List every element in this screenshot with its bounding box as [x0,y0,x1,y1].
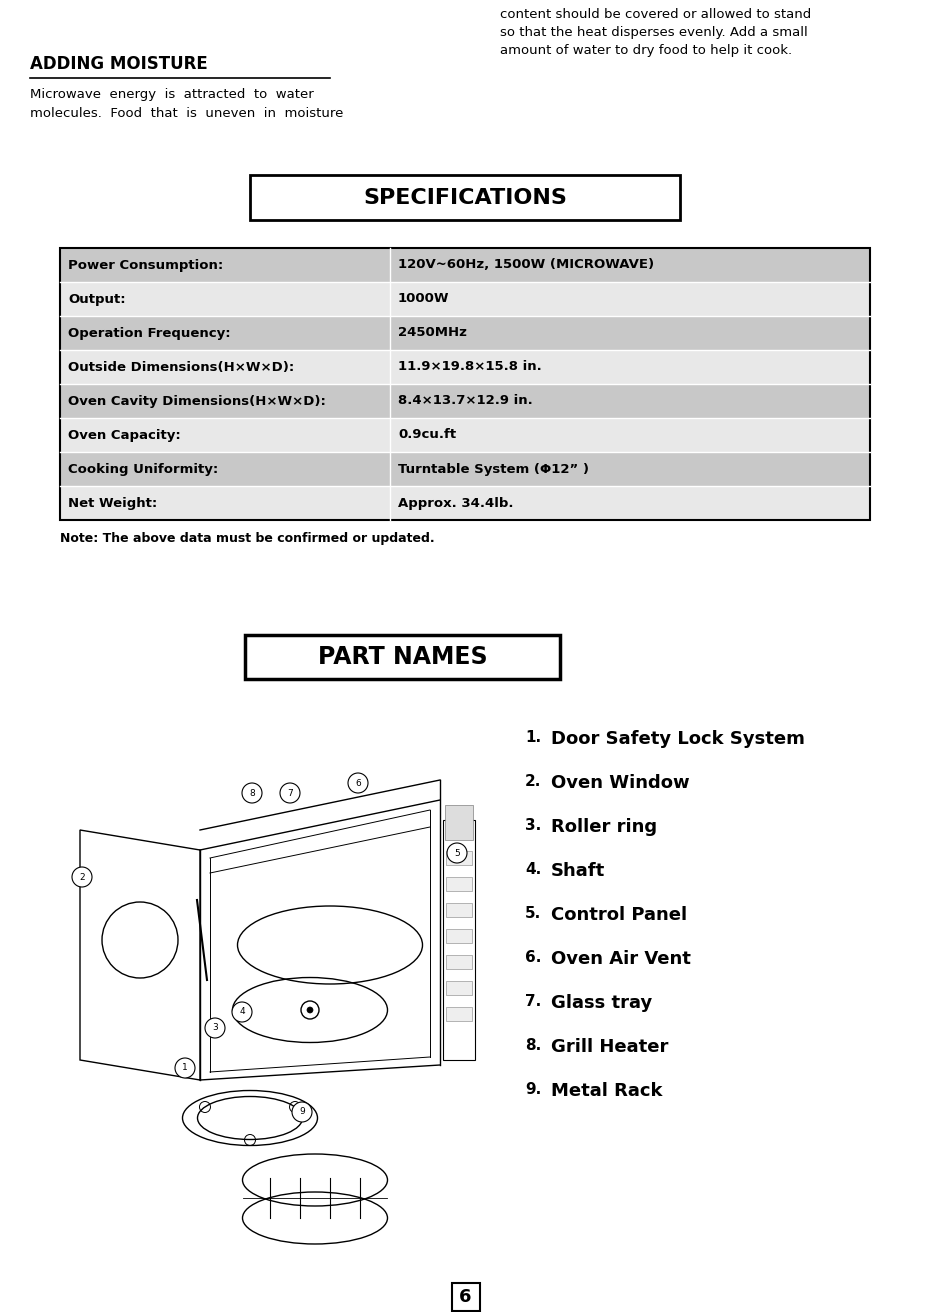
Text: Cooking Uniformity:: Cooking Uniformity: [68,463,218,475]
Text: 1: 1 [182,1064,188,1072]
Text: Turntable System (Φ12” ): Turntable System (Φ12” ) [398,463,589,475]
Text: 2450MHz: 2450MHz [398,327,466,340]
Bar [446,876,472,891]
Bar [390,384,870,419]
Text: 7: 7 [287,789,293,798]
Text: 2: 2 [79,872,85,882]
Text: Operation Frequency:: Operation Frequency: [68,327,231,340]
Bar [60,384,390,419]
Bar [390,485,870,520]
Text: 5: 5 [454,849,460,858]
Text: 8.4×13.7×12.9 in.: 8.4×13.7×12.9 in. [398,395,533,408]
Text: Glass tray: Glass tray [551,994,653,1012]
Bar [60,316,390,350]
Text: 7.: 7. [525,994,541,1009]
Text: Oven Capacity:: Oven Capacity: [68,429,181,442]
Bar [446,955,472,970]
Bar [60,419,390,453]
Text: 3.: 3. [525,817,541,833]
Text: Shaft: Shaft [551,862,605,880]
Bar [390,350,870,384]
Circle shape [232,1002,252,1022]
Text: Roller ring: Roller ring [551,817,657,836]
Text: 9: 9 [299,1107,304,1117]
Text: ADDING MOISTURE: ADDING MOISTURE [30,55,208,73]
Text: Oven Window: Oven Window [551,774,690,792]
Bar [60,248,870,520]
Text: Note: The above data must be confirmed or updated.: Note: The above data must be confirmed o… [60,531,435,544]
Text: 2.: 2. [525,774,541,789]
Bar [60,248,390,282]
Bar [446,981,472,994]
Text: Oven Air Vent: Oven Air Vent [551,950,691,968]
Text: Net Weight:: Net Weight: [68,496,157,509]
Text: 0.9cu.ft: 0.9cu.ft [398,429,456,442]
Bar [452,1283,479,1311]
Text: 120V~60Hz, 1500W (MICROWAVE): 120V~60Hz, 1500W (MICROWAVE) [398,258,654,272]
Circle shape [292,1102,312,1122]
Circle shape [242,783,262,803]
Bar [60,282,390,316]
Bar [60,485,390,520]
Circle shape [175,1057,195,1078]
Bar [446,1008,472,1021]
Text: 6: 6 [355,778,361,787]
Text: 3: 3 [212,1023,218,1033]
Text: PART NAMES: PART NAMES [317,646,487,669]
Text: Power Consumption:: Power Consumption: [68,258,223,272]
Text: Door Safety Lock System: Door Safety Lock System [551,729,805,748]
Bar [390,419,870,453]
Text: 4.: 4. [525,862,541,876]
Text: SPECIFICATIONS: SPECIFICATIONS [363,188,567,207]
Bar [390,248,870,282]
Text: 9.: 9. [525,1082,541,1097]
Circle shape [280,783,300,803]
Text: content should be covered or allowed to stand
so that the heat disperses evenly.: content should be covered or allowed to … [500,8,811,56]
Circle shape [447,844,467,863]
Circle shape [205,1018,225,1038]
Text: Microwave  energy  is  attracted  to  water
molecules.  Food  that  is  uneven  : Microwave energy is attracted to water m… [30,88,344,119]
Circle shape [348,773,368,792]
Bar [390,453,870,485]
Text: 8: 8 [250,789,255,798]
Bar [446,851,472,865]
Text: 1.: 1. [525,729,541,745]
Text: Oven Cavity Dimensions(H×W×D):: Oven Cavity Dimensions(H×W×D): [68,395,326,408]
Bar [245,635,560,680]
Text: 8.: 8. [525,1038,541,1054]
Bar [443,820,475,1060]
Text: 11.9×19.8×15.8 in.: 11.9×19.8×15.8 in. [398,361,542,374]
Bar [60,350,390,384]
Bar [445,806,473,840]
Text: Outside Dimensions(H×W×D):: Outside Dimensions(H×W×D): [68,361,294,374]
Text: Control Panel: Control Panel [551,907,687,924]
Text: Approx. 34.4lb.: Approx. 34.4lb. [398,496,514,509]
Text: Output:: Output: [68,293,126,306]
Text: 1000W: 1000W [398,293,450,306]
Text: 4: 4 [239,1008,245,1017]
Bar [446,903,472,917]
Text: 6.: 6. [525,950,541,966]
Bar [250,174,680,220]
Text: Metal Rack: Metal Rack [551,1082,663,1099]
Circle shape [307,1008,313,1013]
Bar [446,929,472,943]
Bar [390,316,870,350]
Bar [390,282,870,316]
Text: 6: 6 [459,1288,472,1305]
Text: Grill Heater: Grill Heater [551,1038,668,1056]
Bar [60,453,390,485]
Circle shape [72,867,92,887]
Text: 5.: 5. [525,907,541,921]
